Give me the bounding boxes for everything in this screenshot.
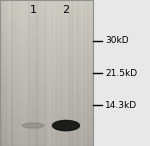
Bar <box>46 0 86 146</box>
Text: 2: 2 <box>62 5 70 15</box>
Text: 30kD: 30kD <box>105 36 129 45</box>
Bar <box>14 0 52 146</box>
Ellipse shape <box>22 123 44 128</box>
Ellipse shape <box>52 120 80 131</box>
Bar <box>0 0 93 146</box>
Text: 1: 1 <box>30 5 36 15</box>
Text: 14.3kD: 14.3kD <box>105 101 137 110</box>
Text: 21.5kD: 21.5kD <box>105 68 137 78</box>
